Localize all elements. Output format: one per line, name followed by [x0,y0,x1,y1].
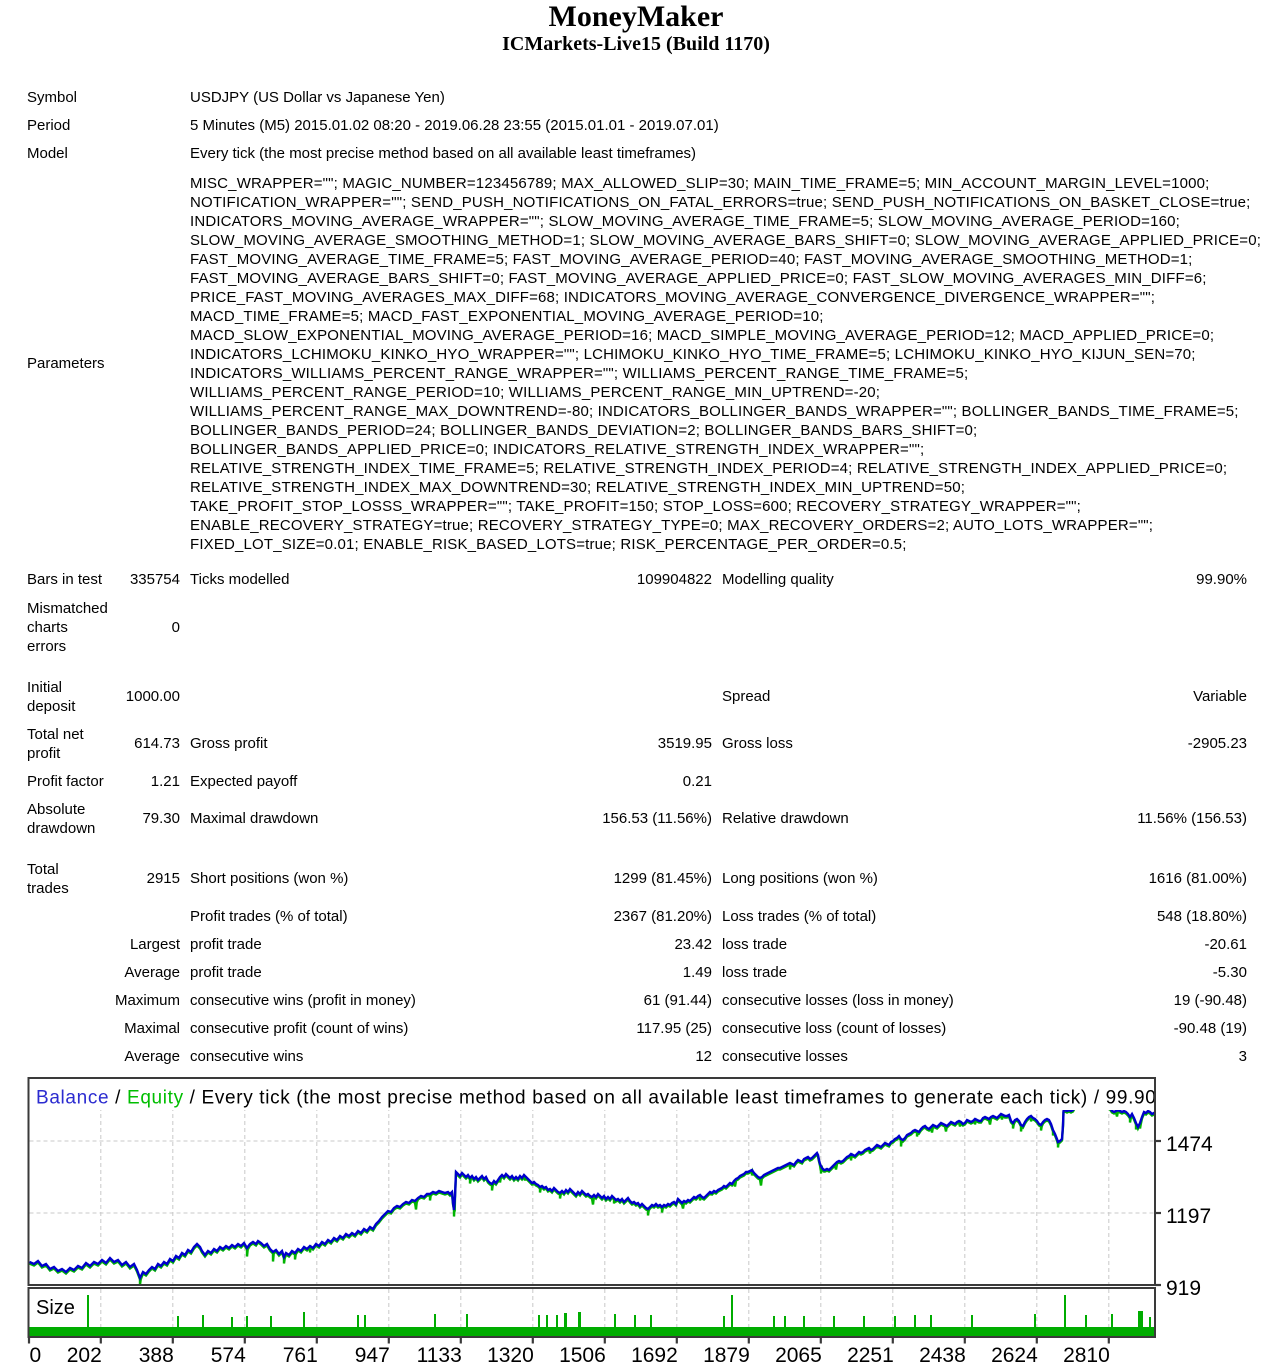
svg-text:388: 388 [139,1344,174,1367]
svg-text:1197: 1197 [1166,1205,1211,1228]
svg-text:202: 202 [67,1344,102,1367]
svg-text:919: 919 [1166,1277,1201,1300]
svg-text:2624: 2624 [991,1344,1038,1367]
svg-text:1133: 1133 [417,1344,462,1367]
svg-text:Balance / Equity / Every tick: Balance / Equity / Every tick (the most … [36,1088,1156,1109]
svg-text:761: 761 [283,1344,318,1367]
svg-text:Size: Size [36,1297,75,1319]
svg-text:1506: 1506 [559,1344,606,1367]
svg-text:2438: 2438 [919,1344,966,1367]
svg-text:574: 574 [211,1344,246,1367]
svg-text:2251: 2251 [847,1344,894,1367]
svg-text:2810: 2810 [1063,1344,1110,1367]
svg-text:0: 0 [30,1344,42,1367]
svg-text:2065: 2065 [775,1344,822,1367]
svg-text:1474: 1474 [1166,1133,1213,1156]
svg-text:1692: 1692 [631,1344,678,1367]
svg-text:1879: 1879 [703,1344,750,1367]
svg-text:1320: 1320 [487,1344,534,1367]
svg-text:947: 947 [355,1344,390,1367]
